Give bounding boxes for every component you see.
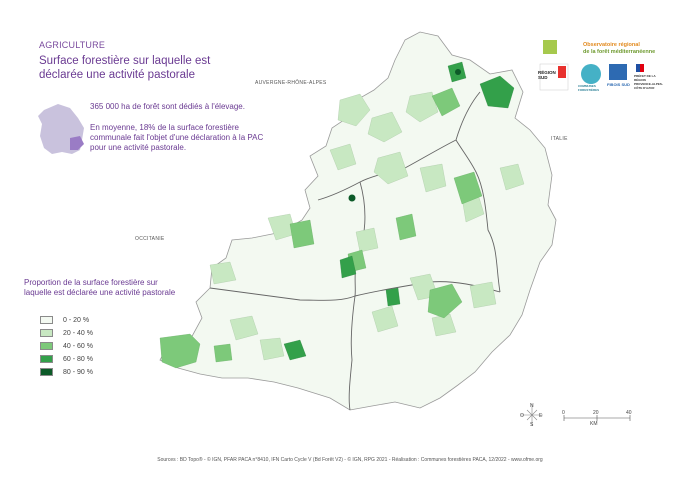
legend-swatch-20-40 (40, 329, 53, 337)
compass-s: S (530, 422, 534, 428)
legend-label: 60 - 80 % (63, 355, 93, 363)
patches-40-60 (159, 87, 483, 369)
patch-darkest-2 (455, 69, 461, 75)
france-inset (38, 104, 84, 154)
legend-label: 80 - 90 % (63, 368, 93, 376)
compass-rose (521, 404, 543, 426)
region-outline (159, 31, 557, 411)
legend-title: Proportion de la surface forestière sur … (24, 278, 214, 298)
prefet-logo-red (640, 64, 644, 72)
title-line-2: déclarée une activité pastorale (39, 69, 195, 81)
prefet-label: PRÉFET DE LA RÉGION PROVENCE-ALPES-CÔTE … (634, 74, 663, 90)
legend-item: 0 - 20 % (40, 314, 93, 326)
legend-item: 40 - 60 % (40, 340, 93, 352)
fibois-logo (609, 64, 627, 80)
prefet-logo-blue (636, 64, 640, 72)
scale-tick-40: 40 (626, 410, 632, 416)
scale-bar (563, 415, 631, 421)
france-region-highlight (70, 136, 84, 150)
region-sud-flag (558, 66, 566, 78)
stat-average-line-1: En moyenne, 18% de la surface forestière (90, 123, 239, 132)
legend-item: 20 - 40 % (40, 327, 93, 339)
patches-80-90 (348, 69, 461, 202)
legend-swatch-0-20 (40, 316, 53, 324)
scale-tick-20: 20 (593, 410, 599, 416)
legend-swatch-80-90 (40, 368, 53, 376)
legend-item: 80 - 90 % (40, 366, 93, 378)
scale-unit: KM (590, 421, 598, 427)
legend-label: 20 - 40 % (63, 329, 93, 337)
compass-n: N (530, 403, 534, 409)
legend-swatch-60-80 (40, 355, 53, 363)
stat-average-line-2: communale fait l'objet d'une déclaration… (90, 133, 264, 142)
legend-title-line-2: laquelle est déclarée une activité pasto… (24, 288, 176, 297)
neighbor-east: ITALIE (551, 136, 568, 142)
region-sud-label: RÉGION SUD (538, 70, 556, 80)
neighbor-north: AUVERGNE-RHÔNE-ALPES (255, 80, 327, 86)
legend: 0 - 20 % 20 - 40 % 40 - 60 % 60 - 80 % 8… (40, 314, 93, 379)
legend-label: 0 - 20 % (63, 316, 90, 324)
title-line-1: Surface forestière sur laquelle est (39, 55, 211, 67)
category-label: AGRICULTURE (39, 40, 106, 50)
legend-label: 40 - 60 % (63, 342, 93, 350)
logo-graphics (539, 40, 644, 91)
legend-swatch-40-60 (40, 342, 53, 350)
stat-average-line-3: pour une activité pastorale. (90, 143, 187, 152)
communes-label: COMMUNES FORESTIÈRES (578, 84, 600, 92)
page-title: Surface forestière sur laquelle est décl… (39, 54, 259, 82)
legend-title-line-1: Proportion de la surface forestière sur (24, 278, 158, 287)
communes-forestieres-logo (581, 64, 601, 84)
ofme-logo-line-1: Observatoire régional (583, 42, 640, 48)
stat-forest-area: 365 000 ha de forêt sont dédiés à l'élev… (90, 102, 245, 111)
ofme-logo-line-2: de la forêt méditerranéenne (583, 49, 656, 55)
compass-o: O (520, 413, 524, 419)
patch-darkest-1 (348, 194, 356, 202)
scale-tick-0: 0 (562, 410, 565, 416)
ofme-logo-mark (543, 40, 557, 54)
compass-e: E (539, 413, 543, 419)
neighbor-west: OCCITANIE (135, 236, 165, 242)
legend-item: 60 - 80 % (40, 353, 93, 365)
source-credits: Sources : BD Topo® - © IGN, PFAR PACA n°… (157, 457, 543, 463)
fibois-label: FIBOIS SUD (607, 82, 630, 87)
